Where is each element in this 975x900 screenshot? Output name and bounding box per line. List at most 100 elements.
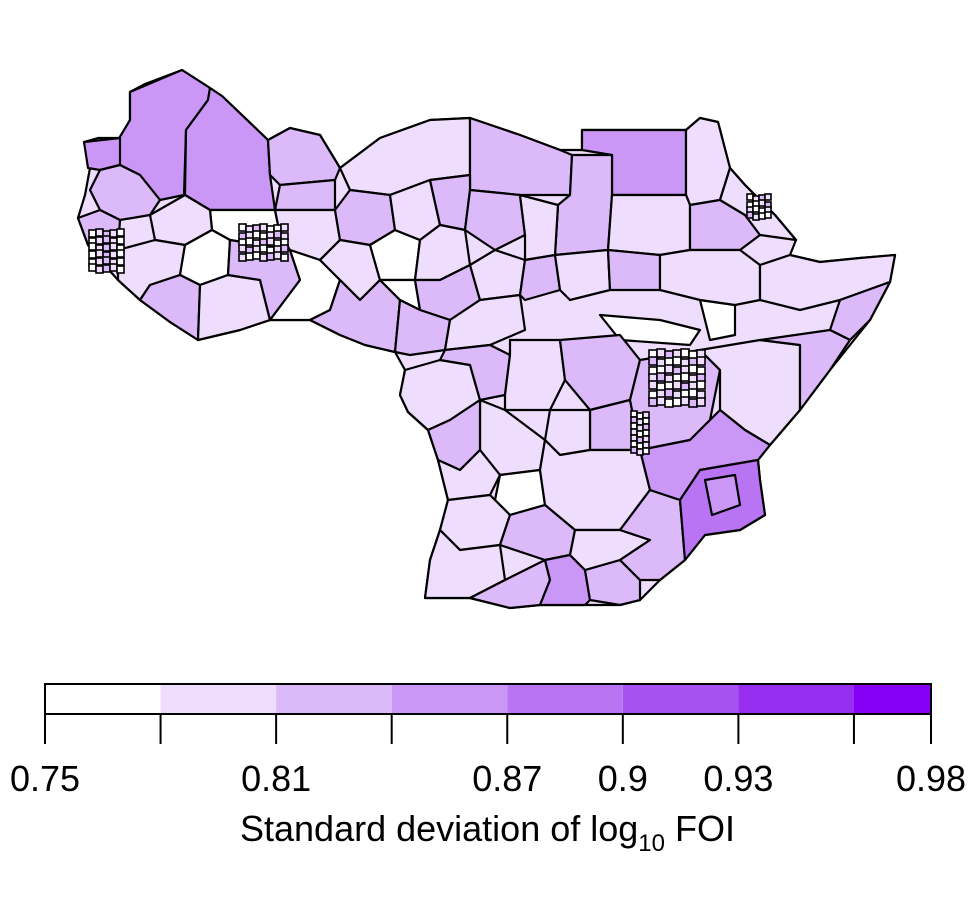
region [138, 273, 202, 342]
legend-bin [853, 684, 931, 714]
district-cell [88, 242, 97, 251]
region [196, 273, 272, 342]
district-cell [642, 429, 650, 437]
district-cell [102, 243, 111, 252]
district-cell [758, 212, 766, 220]
district-cell [636, 430, 644, 438]
district-cell [688, 364, 698, 374]
legend-frame [44, 683, 932, 715]
district-cell [688, 398, 698, 408]
district-cell [636, 436, 644, 444]
legend-color-bins [45, 684, 931, 714]
district-cell [116, 257, 125, 266]
dense-district-clusters [88, 193, 772, 456]
district-cell [259, 244, 268, 253]
district-cell [642, 435, 650, 443]
district-cell [245, 237, 254, 246]
district-cell [764, 211, 772, 219]
district-cell [245, 252, 254, 261]
district-cell [636, 448, 644, 456]
district-cell [116, 236, 125, 245]
region [553, 248, 612, 302]
district-cell [642, 423, 650, 431]
legend-tick-label: 0.75 [9, 758, 81, 799]
legend-bin [276, 684, 392, 714]
district-cell [752, 213, 760, 221]
legend-ticks [44, 714, 932, 744]
district-cell [238, 223, 247, 232]
district-cell [764, 193, 772, 201]
region [828, 280, 892, 342]
legend-title-prefix: Standard deviation of log [240, 808, 639, 849]
district-cell [696, 397, 706, 407]
map-regions [76, 68, 897, 610]
district-cell [280, 253, 289, 262]
district-cell [752, 205, 760, 213]
district-cell [680, 348, 690, 358]
district-cell [664, 398, 674, 408]
choropleth-map [76, 68, 897, 610]
district-cell [252, 251, 261, 260]
district-cell [672, 380, 682, 390]
district-cell [648, 356, 658, 366]
district-cell [630, 434, 638, 442]
district-cell [636, 424, 644, 432]
region [638, 408, 772, 502]
district-cell [696, 380, 706, 390]
district-cell [102, 264, 111, 273]
district-cell [630, 428, 638, 436]
district-cell [746, 193, 754, 201]
legend-title: Standard deviation of log10 FOI [0, 808, 975, 857]
district-cell [88, 263, 97, 272]
district-cell [238, 244, 247, 253]
district-cell [116, 249, 125, 258]
district-cell [642, 441, 650, 449]
district-cell [102, 235, 111, 244]
district-cell [116, 228, 125, 237]
district-cell [252, 230, 261, 239]
region [468, 116, 574, 197]
district-cell [259, 253, 268, 262]
district-cell [95, 249, 104, 258]
region [273, 178, 337, 212]
district-cell [672, 356, 682, 366]
district-cell [95, 257, 104, 266]
district-cell [680, 396, 690, 406]
district-cell [672, 397, 682, 407]
district-cell [266, 252, 275, 261]
legend-title-subscript: 10 [638, 830, 665, 857]
district-cell [280, 244, 289, 253]
color-legend [44, 683, 932, 744]
region [423, 528, 507, 600]
district-cell [656, 396, 666, 406]
legend-tick-label: 0.93 [703, 758, 774, 799]
legend-bin [507, 684, 623, 714]
legend-tick-label: 0.9 [597, 758, 648, 799]
district-cell [95, 236, 104, 245]
district-cell [664, 364, 674, 374]
district-cell [648, 397, 658, 407]
district-cell [280, 223, 289, 232]
district-cell [758, 199, 766, 207]
legend-bin [391, 684, 508, 714]
district-cell [238, 253, 247, 262]
district-cell [696, 356, 706, 366]
district-cell [109, 242, 118, 251]
region [518, 193, 560, 262]
region [758, 328, 852, 412]
district-cell [636, 442, 644, 450]
district-cell [109, 250, 118, 259]
district-cell [642, 447, 650, 455]
district-cell [642, 411, 650, 419]
district-cell [109, 229, 118, 238]
district-cell [656, 372, 666, 382]
district-cell [95, 265, 104, 274]
district-cell [273, 251, 282, 260]
legend-bin [45, 684, 161, 714]
district-cell [630, 440, 638, 448]
district-cell [630, 410, 638, 418]
district-cell [630, 422, 638, 430]
district-cell [109, 263, 118, 272]
region [606, 193, 692, 257]
region [606, 248, 662, 292]
